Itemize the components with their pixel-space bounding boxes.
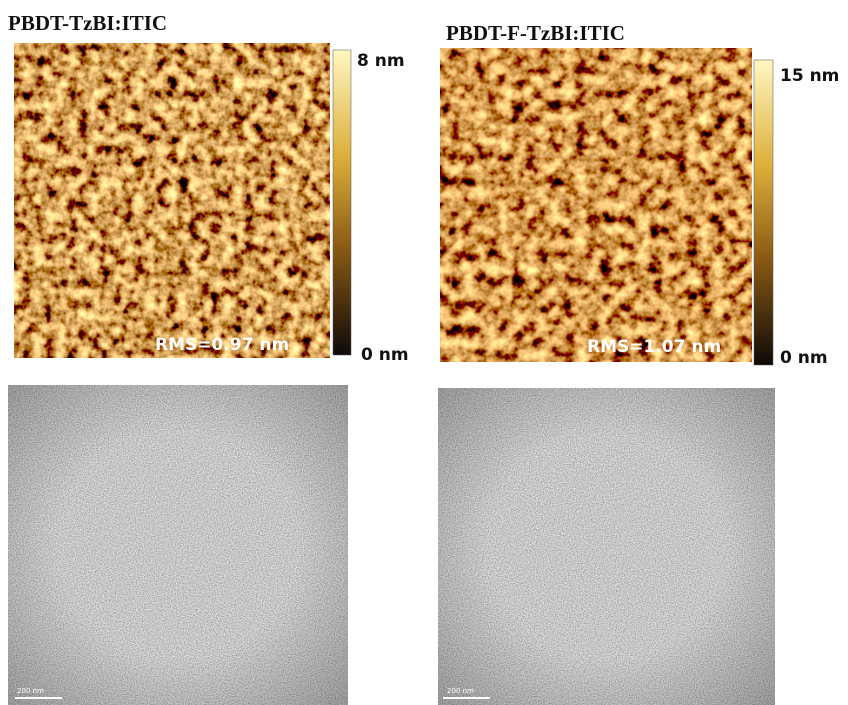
afm-image [14, 43, 330, 358]
colorbar-min: 0 nm [780, 348, 828, 368]
tem-shading [8, 385, 348, 705]
panel-title: PBDT-TzBI:ITIC [8, 11, 167, 35]
rms-label: RMS=1.07 nm [587, 337, 721, 357]
scale-bar-label: 200 nm [447, 687, 474, 695]
scale-bar-label: 200 nm [17, 687, 44, 695]
afm-image [440, 48, 752, 362]
colorbar-max: 15 nm [780, 66, 839, 86]
colorbar [753, 59, 774, 366]
colorbar [332, 49, 352, 356]
colorbar-max: 8 nm [357, 51, 405, 71]
panel-title: PBDT-F-TzBI:ITIC [446, 21, 625, 45]
tem-shading [438, 388, 775, 705]
colorbar-min: 0 nm [361, 345, 409, 365]
rms-label: RMS=0.97 nm [155, 335, 289, 355]
